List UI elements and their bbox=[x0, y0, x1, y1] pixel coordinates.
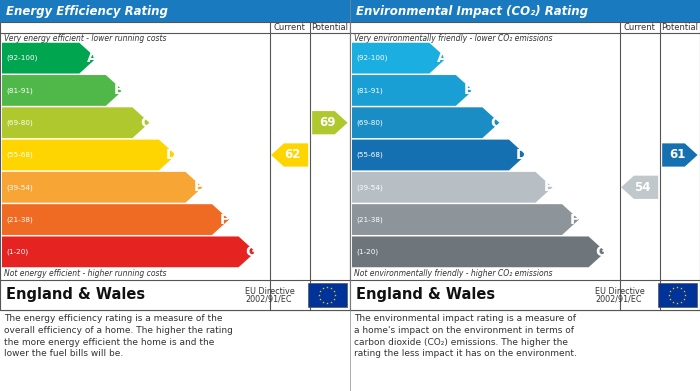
Text: (81-91): (81-91) bbox=[356, 87, 383, 94]
Polygon shape bbox=[352, 237, 606, 267]
Text: (1-20): (1-20) bbox=[356, 249, 378, 255]
Text: 2002/91/EC: 2002/91/EC bbox=[245, 294, 291, 303]
Polygon shape bbox=[2, 107, 149, 138]
Bar bbox=[350, 280, 700, 310]
Polygon shape bbox=[2, 172, 202, 203]
Text: 2002/91/EC: 2002/91/EC bbox=[595, 294, 641, 303]
Text: F: F bbox=[220, 213, 230, 226]
Polygon shape bbox=[352, 140, 526, 170]
Polygon shape bbox=[621, 176, 658, 199]
Text: A: A bbox=[87, 51, 97, 65]
Text: D: D bbox=[516, 148, 527, 162]
Text: (92-100): (92-100) bbox=[356, 55, 387, 61]
Polygon shape bbox=[2, 43, 97, 74]
Text: (21-38): (21-38) bbox=[6, 216, 33, 223]
Text: G: G bbox=[246, 245, 257, 259]
Polygon shape bbox=[2, 75, 122, 106]
Text: The energy efficiency rating is a measure of the
overall efficiency of a home. T: The energy efficiency rating is a measur… bbox=[4, 314, 233, 359]
Text: Environmental Impact (CO₂) Rating: Environmental Impact (CO₂) Rating bbox=[356, 5, 588, 18]
Text: Very environmentally friendly - lower CO₂ emissions: Very environmentally friendly - lower CO… bbox=[354, 34, 552, 43]
Polygon shape bbox=[352, 43, 447, 74]
Text: (21-38): (21-38) bbox=[356, 216, 383, 223]
Text: England & Wales: England & Wales bbox=[356, 287, 495, 303]
Text: 62: 62 bbox=[284, 149, 301, 161]
Bar bbox=[350, 0, 700, 22]
Polygon shape bbox=[2, 237, 256, 267]
Text: (39-54): (39-54) bbox=[6, 184, 33, 190]
Polygon shape bbox=[662, 143, 698, 167]
Text: D: D bbox=[166, 148, 177, 162]
Polygon shape bbox=[352, 107, 499, 138]
Text: (39-54): (39-54) bbox=[356, 184, 383, 190]
Text: (55-68): (55-68) bbox=[356, 152, 383, 158]
Polygon shape bbox=[352, 172, 552, 203]
Polygon shape bbox=[352, 75, 473, 106]
Text: Current: Current bbox=[274, 23, 306, 32]
Text: Not environmentally friendly - higher CO₂ emissions: Not environmentally friendly - higher CO… bbox=[354, 269, 552, 278]
Text: (92-100): (92-100) bbox=[6, 55, 37, 61]
Text: G: G bbox=[596, 245, 607, 259]
Bar bbox=[0, 22, 350, 310]
Text: Potential: Potential bbox=[662, 23, 699, 32]
Text: (69-80): (69-80) bbox=[6, 120, 33, 126]
Text: Very energy efficient - lower running costs: Very energy efficient - lower running co… bbox=[4, 34, 167, 43]
Text: Energy Efficiency Rating: Energy Efficiency Rating bbox=[6, 5, 168, 18]
Text: E: E bbox=[543, 180, 553, 194]
Text: 61: 61 bbox=[669, 149, 685, 161]
Text: A: A bbox=[437, 51, 447, 65]
Text: 54: 54 bbox=[634, 181, 651, 194]
Bar bbox=[0, 0, 350, 22]
Text: Not energy efficient - higher running costs: Not energy efficient - higher running co… bbox=[4, 269, 167, 278]
Text: (55-68): (55-68) bbox=[6, 152, 33, 158]
Text: F: F bbox=[570, 213, 580, 226]
Text: B: B bbox=[113, 83, 124, 97]
Text: The environmental impact rating is a measure of
a home's impact on the environme: The environmental impact rating is a mea… bbox=[354, 314, 577, 359]
Text: 69: 69 bbox=[318, 116, 335, 129]
Text: England & Wales: England & Wales bbox=[6, 287, 145, 303]
Bar bbox=[350, 22, 700, 310]
Text: (81-91): (81-91) bbox=[6, 87, 33, 94]
Text: (1-20): (1-20) bbox=[6, 249, 28, 255]
Text: EU Directive: EU Directive bbox=[245, 287, 295, 296]
Bar bbox=[308, 283, 346, 307]
Text: C: C bbox=[140, 116, 150, 130]
Text: Potential: Potential bbox=[312, 23, 349, 32]
Text: C: C bbox=[490, 116, 500, 130]
Polygon shape bbox=[2, 204, 229, 235]
Text: E: E bbox=[193, 180, 203, 194]
Polygon shape bbox=[352, 204, 579, 235]
Polygon shape bbox=[312, 111, 348, 135]
Polygon shape bbox=[271, 143, 308, 167]
Bar bbox=[0, 280, 350, 310]
Text: (69-80): (69-80) bbox=[356, 120, 383, 126]
Polygon shape bbox=[2, 140, 176, 170]
Text: EU Directive: EU Directive bbox=[595, 287, 645, 296]
Text: B: B bbox=[463, 83, 474, 97]
Text: Current: Current bbox=[624, 23, 656, 32]
Bar bbox=[658, 283, 696, 307]
